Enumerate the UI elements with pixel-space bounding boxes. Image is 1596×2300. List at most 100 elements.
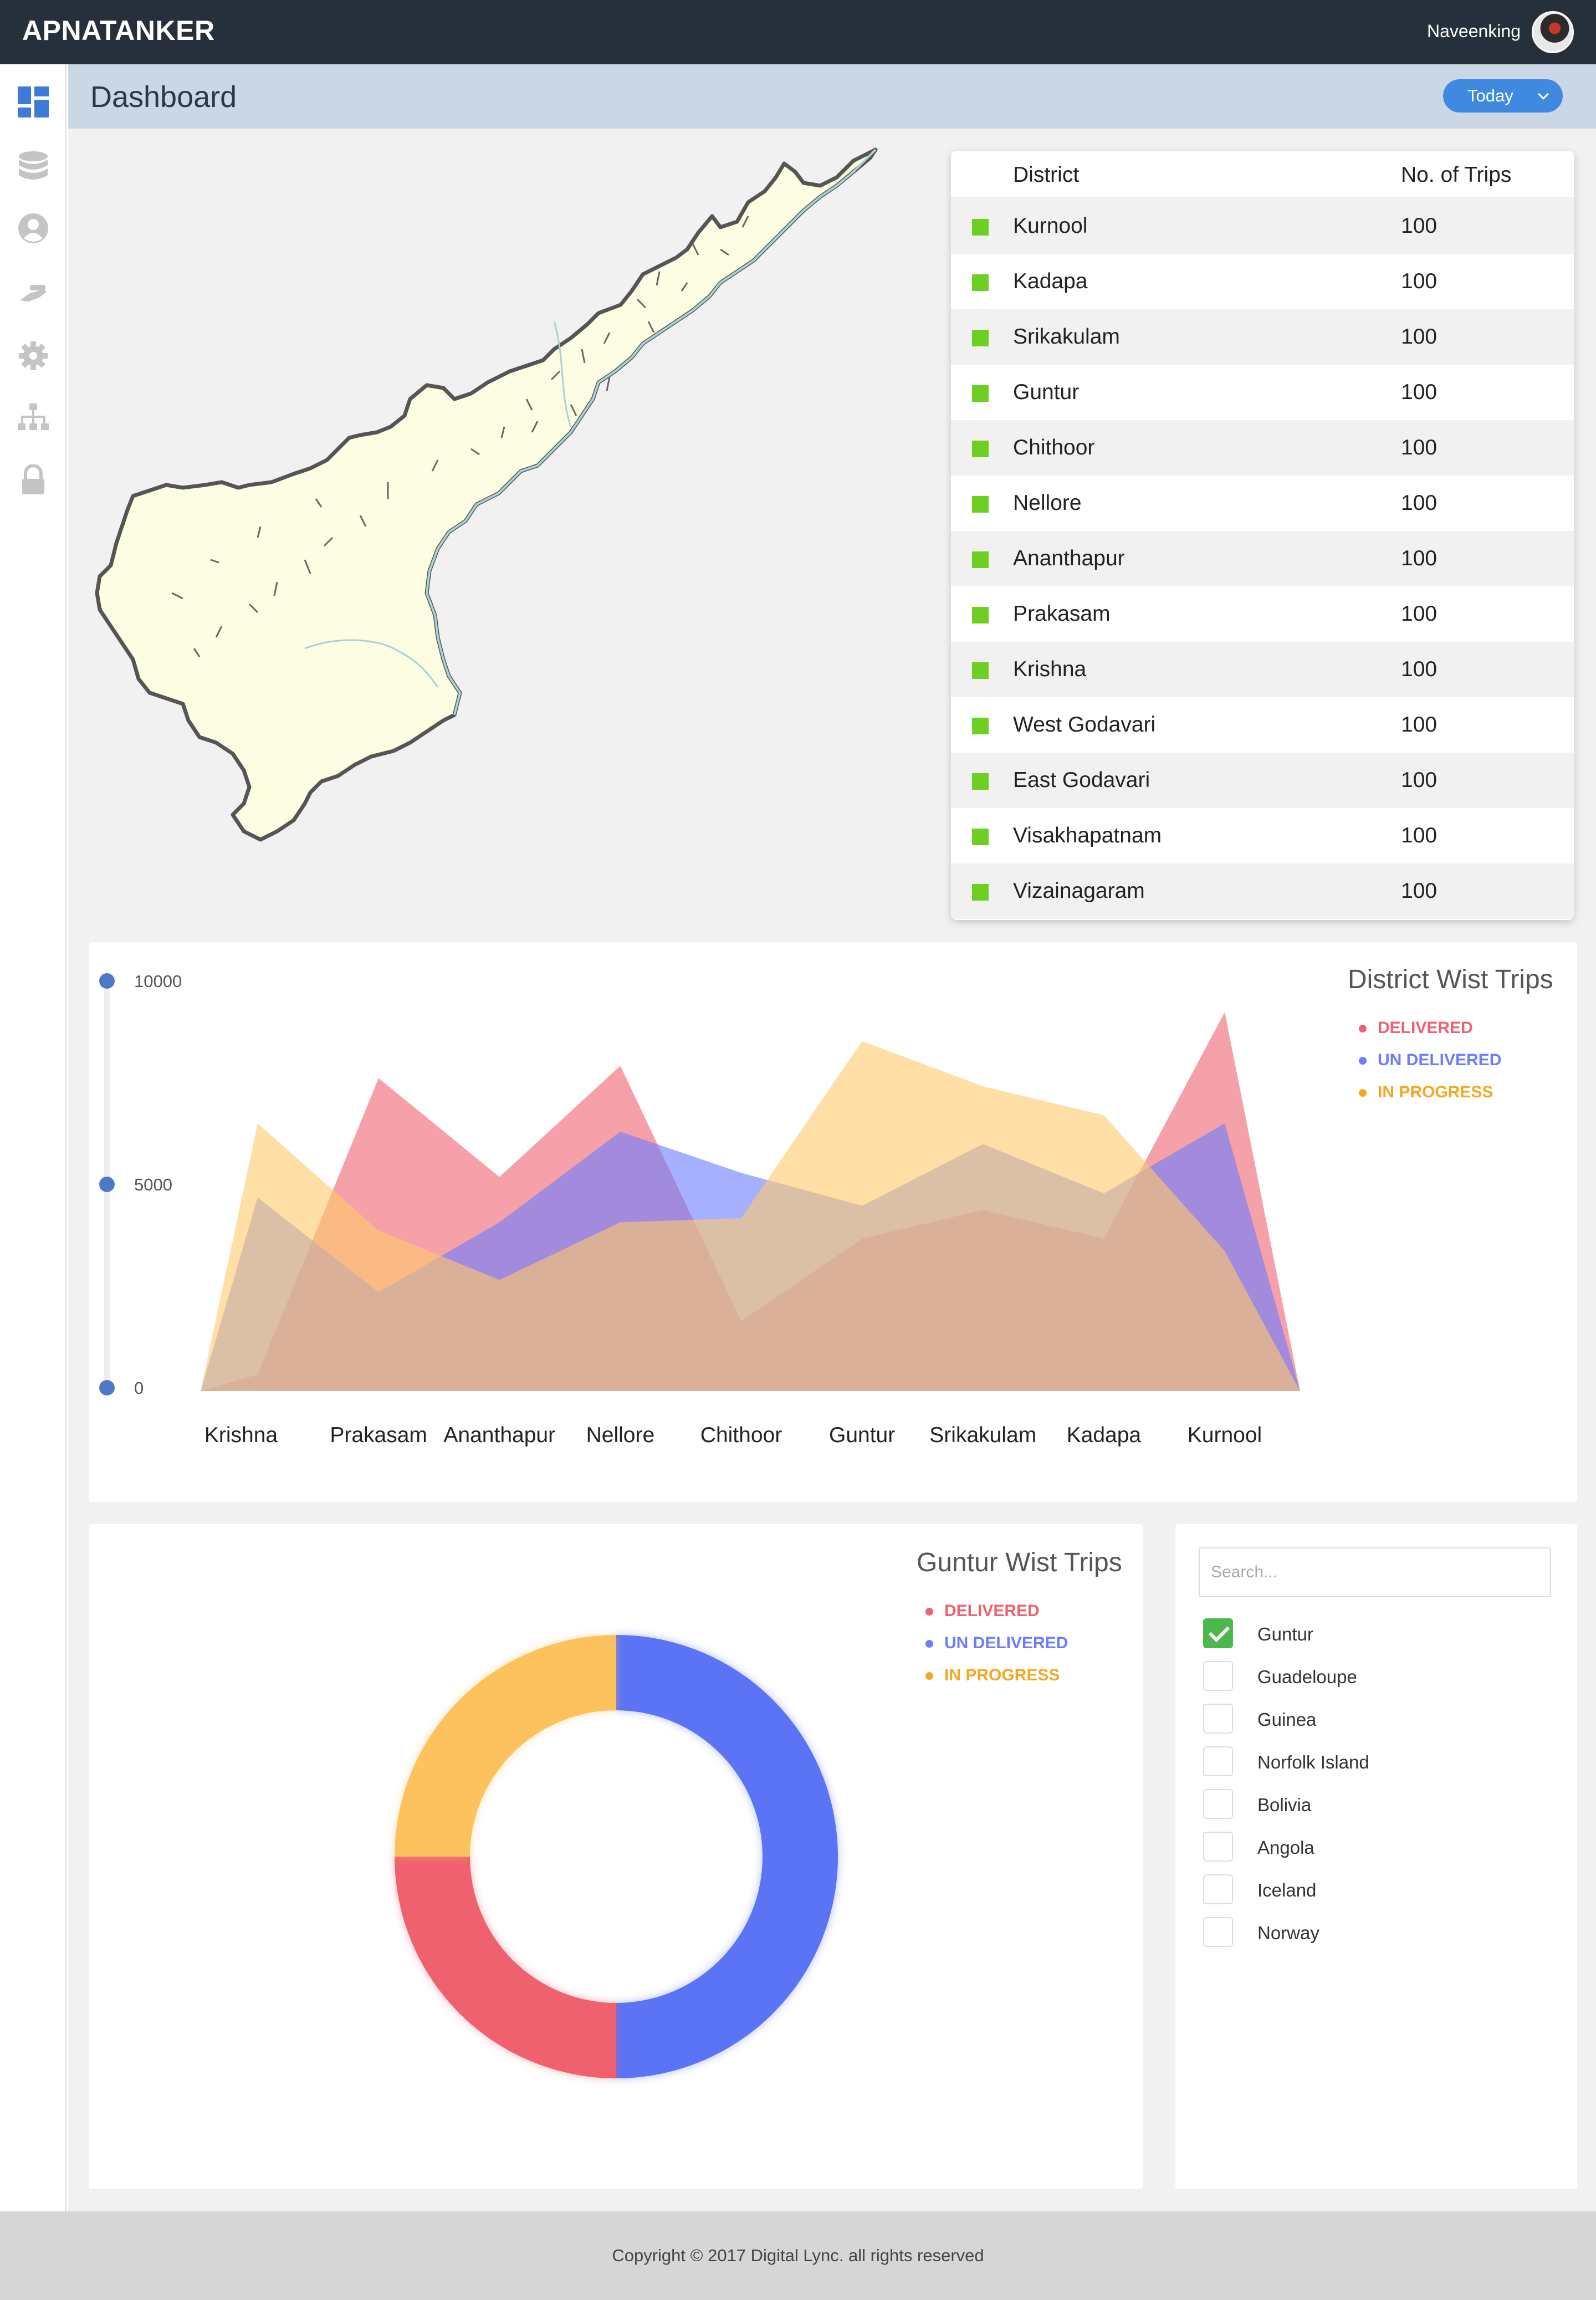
- legend-delivered[interactable]: DELIVERED: [925, 1602, 1040, 1621]
- x-tick-label: Kurnool: [1188, 1423, 1262, 1447]
- lock-icon[interactable]: [18, 464, 49, 495]
- top-navbar: APNATANKER Naveenking: [0, 0, 1596, 64]
- x-tick-label: Kadapa: [1067, 1423, 1142, 1447]
- district-marker-icon: [972, 441, 989, 457]
- checkbox[interactable]: [1203, 1704, 1233, 1734]
- donut-slice-in-progress[interactable]: [395, 1635, 616, 1857]
- table-header: District No. of Trips: [951, 151, 1574, 198]
- district-marker-icon: [972, 607, 989, 623]
- dashboard-icon[interactable]: [18, 86, 49, 117]
- checkbox[interactable]: [1203, 1917, 1233, 1947]
- filter-option-label: Norway: [1257, 1923, 1319, 1943]
- hierarchy-icon[interactable]: [18, 402, 49, 433]
- trip-count: 100: [1401, 657, 1438, 681]
- table-row[interactable]: Chithoor 100: [951, 420, 1574, 476]
- district-name: Nellore: [1013, 491, 1082, 515]
- table-row[interactable]: Srikakulam 100: [951, 309, 1574, 365]
- x-tick-label: Chithoor: [700, 1423, 782, 1447]
- legend-dot-icon: [925, 1608, 933, 1616]
- checkbox[interactable]: [1203, 1874, 1233, 1904]
- donut-slice-delivered[interactable]: [395, 1857, 616, 2078]
- district-trips-table: District No. of Trips Kurnool 100 Kadapa 10…: [951, 151, 1574, 920]
- avatar[interactable]: [1532, 11, 1574, 53]
- brand-logo[interactable]: APNATANKER: [22, 15, 215, 46]
- table-row[interactable]: Ananthapur 100: [951, 531, 1574, 586]
- checkbox[interactable]: [1203, 1832, 1233, 1862]
- checkbox[interactable]: [1203, 1661, 1233, 1691]
- filter-option-label: Iceland: [1257, 1880, 1317, 1900]
- legend-undelivered[interactable]: UN DELIVERED: [1359, 1051, 1501, 1070]
- district-marker-icon: [972, 385, 989, 402]
- filter-option-label: Guntur: [1257, 1624, 1313, 1644]
- legend-label: DELIVERED: [1378, 1019, 1473, 1037]
- table-row[interactable]: Kadapa 100: [951, 254, 1574, 309]
- district-name: Prakasam: [1013, 602, 1111, 626]
- table-row[interactable]: Vizainagaram 100: [951, 863, 1574, 919]
- gear-icon[interactable]: [18, 340, 49, 371]
- district-marker-icon: [972, 884, 989, 901]
- page-header: Dashboard Today: [68, 64, 1596, 129]
- series-area-in-progress[interactable]: [201, 1041, 1300, 1391]
- table-row[interactable]: Visakhapatnam 100: [951, 808, 1574, 863]
- filter-option-label: Norfolk Island: [1257, 1752, 1369, 1772]
- district-marker-icon: [972, 662, 989, 679]
- donut-slice-un-delivered[interactable]: [616, 1635, 838, 2078]
- guntur-trips-donut-chart[interactable]: [89, 1524, 1143, 2189]
- filter-option-label: Angola: [1257, 1837, 1314, 1858]
- district-trips-area-chart[interactable]: 10000 5000 0 Krishna Prakasam Ananthapur Nello…: [89, 942, 1577, 1502]
- y-tick-handle[interactable]: [99, 1177, 115, 1192]
- table-row[interactable]: Guntur 100: [951, 365, 1574, 420]
- district-name: Visakhapatnam: [1013, 824, 1162, 847]
- period-dropdown[interactable]: Today: [1443, 79, 1563, 113]
- table-row[interactable]: West Godavari 100: [951, 697, 1574, 753]
- x-tick-label: Krishna: [204, 1423, 278, 1447]
- x-tick-label: Guntur: [829, 1423, 895, 1447]
- district-name: Vizainagaram: [1013, 879, 1145, 903]
- y-tick-handle[interactable]: [99, 973, 115, 989]
- chart-title: District Wist Trips: [1348, 965, 1553, 994]
- database-icon[interactable]: [18, 151, 49, 182]
- legend-delivered[interactable]: DELIVERED: [1359, 1019, 1473, 1037]
- copyright-text: Copyright © 2017 Digital Lync. all right…: [612, 2246, 984, 2265]
- district-marker-icon: [972, 829, 989, 845]
- table-row[interactable]: Prakasam 100: [951, 586, 1574, 642]
- column-header-trips[interactable]: No. of Trips: [1401, 163, 1512, 187]
- district-name: East Godavari: [1013, 768, 1150, 792]
- table-row[interactable]: Nellore 100: [951, 476, 1574, 531]
- andhra-pradesh-map[interactable]: [83, 139, 914, 848]
- legend-in-progress[interactable]: IN PROGRESS: [925, 1666, 1060, 1685]
- tanker-icon[interactable]: [18, 277, 49, 308]
- district-marker-icon: [972, 718, 989, 734]
- trip-count: 100: [1401, 768, 1438, 792]
- table-row[interactable]: Kurnool 100: [951, 198, 1574, 254]
- user-icon[interactable]: [18, 213, 49, 244]
- user-name[interactable]: Naveenking: [1427, 21, 1521, 41]
- legend-dot-icon: [1359, 1089, 1367, 1097]
- trip-count: 100: [1401, 824, 1438, 847]
- y-tick-handle[interactable]: [99, 1380, 115, 1396]
- legend-dot-icon: [925, 1640, 933, 1648]
- legend-in-progress[interactable]: IN PROGRESS: [1359, 1083, 1493, 1102]
- legend-label: IN PROGRESS: [1378, 1083, 1493, 1101]
- table-body: Kurnool 100 Kadapa 100 Srikakulam 100 Guntur 10…: [951, 198, 1574, 919]
- district-marker-icon: [972, 551, 989, 568]
- district-name: Kadapa: [1013, 269, 1088, 293]
- district-marker-icon: [972, 496, 989, 513]
- legend-undelivered[interactable]: UN DELIVERED: [925, 1634, 1068, 1653]
- table-row[interactable]: East Godavari 100: [951, 753, 1574, 808]
- checkbox[interactable]: [1203, 1618, 1233, 1648]
- column-header-district[interactable]: District: [1013, 163, 1080, 187]
- sidebar: [0, 64, 66, 2211]
- chevron-down-icon: [1538, 89, 1549, 100]
- trip-count: 100: [1401, 436, 1438, 459]
- checkbox[interactable]: [1203, 1746, 1233, 1776]
- checkbox[interactable]: [1203, 1789, 1233, 1819]
- trip-count: 100: [1401, 269, 1438, 293]
- x-tick-label: Prakasam: [330, 1423, 427, 1447]
- search-input[interactable]: [1199, 1547, 1551, 1597]
- trip-count: 100: [1401, 325, 1438, 349]
- y-tick-label: 5000: [134, 1175, 172, 1194]
- y-tick-label: 10000: [134, 972, 182, 991]
- district-name: Chithoor: [1013, 436, 1095, 459]
- table-row[interactable]: Krishna 100: [951, 642, 1574, 697]
